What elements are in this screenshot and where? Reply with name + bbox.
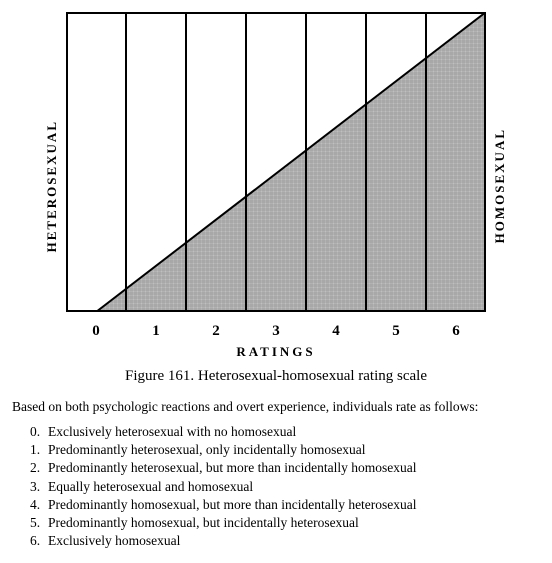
caption-title: Heterosexual-homosexual rating scale — [198, 368, 427, 384]
legend-item: 6.Exclusively homosexual — [30, 532, 540, 550]
chart-row: HETEROSEXUAL 0123456 RATINGS HOMOSEXUAL — [12, 12, 540, 360]
left-axis-label: HETEROSEXUAL — [44, 120, 60, 252]
legend-item-number: 2. — [30, 459, 48, 477]
legend-item-number: 5. — [30, 514, 48, 532]
x-tick: 2 — [186, 323, 246, 340]
x-tick: 4 — [306, 323, 366, 340]
legend-item-text: Predominantly heterosexual, only inciden… — [48, 441, 366, 459]
x-axis-label: RATINGS — [66, 344, 486, 360]
x-tick: 1 — [126, 323, 186, 340]
x-tick: 5 — [366, 323, 426, 340]
legend-item-text: Predominantly heterosexual, but more tha… — [48, 459, 417, 477]
plot-svg — [66, 12, 486, 312]
legend-item: 5.Predominantly homosexual, but incident… — [30, 514, 540, 532]
legend-item-number: 1. — [30, 441, 48, 459]
legend-item: 4.Predominantly homosexual, but more tha… — [30, 496, 540, 514]
legend-item-text: Equally heterosexual and homosexual — [48, 478, 253, 496]
x-tick: 0 — [66, 323, 126, 340]
legend-item-text: Predominantly homosexual, but more than … — [48, 496, 417, 514]
legend-item: 0.Exclusively heterosexual with no homos… — [30, 423, 540, 441]
figure: HETEROSEXUAL 0123456 RATINGS HOMOSEXUAL … — [12, 12, 540, 551]
legend-list: 0.Exclusively heterosexual with no homos… — [30, 423, 540, 551]
caption-prefix: Figure 161. — [125, 368, 198, 384]
x-tick: 3 — [246, 323, 306, 340]
legend-item: 3.Equally heterosexual and homosexual — [30, 478, 540, 496]
legend-item-text: Exclusively homosexual — [48, 532, 180, 550]
legend-item: 2.Predominantly heterosexual, but more t… — [30, 459, 540, 477]
legend-item-text: Predominantly homosexual, but incidental… — [48, 514, 359, 532]
figure-caption: Figure 161. Heterosexual-homosexual rati… — [12, 368, 540, 385]
right-axis-label: HOMOSEXUAL — [492, 128, 508, 243]
chart-and-axis: 0123456 RATINGS — [66, 12, 486, 360]
legend-item-number: 0. — [30, 423, 48, 441]
legend-item-number: 4. — [30, 496, 48, 514]
legend-intro: Based on both psychologic reactions and … — [12, 399, 540, 415]
chart-plot — [66, 12, 486, 317]
legend-item-number: 3. — [30, 478, 48, 496]
legend-item-number: 6. — [30, 532, 48, 550]
legend-item-text: Exclusively heterosexual with no homosex… — [48, 423, 296, 441]
x-tick-row: 0123456 — [66, 323, 486, 340]
x-tick: 6 — [426, 323, 486, 340]
legend-item: 1.Predominantly heterosexual, only incid… — [30, 441, 540, 459]
